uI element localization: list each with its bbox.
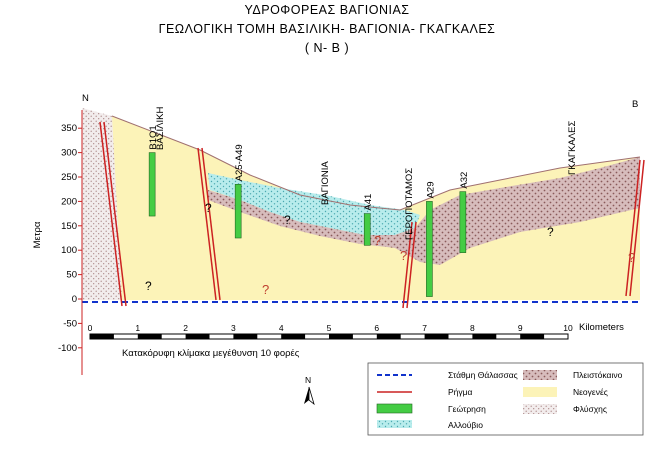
fault-line: [406, 221, 417, 309]
title-line-2: ΓΕΩΛΟΓΙΚΗ ΤΟΜΗ ΒΑΣΙΛΙΚΗ- ΒΑΓΙΟΝΙΑ- ΓΚΑΓΚ…: [159, 22, 496, 36]
fault-line: [103, 121, 127, 307]
fault-line: [99, 121, 123, 307]
legend-neogene-label: Νεογενές: [573, 387, 608, 397]
north-arrow-icon: [304, 387, 309, 404]
borehole-label: Β1Ο1: [148, 125, 159, 149]
scale-bar-segment: [472, 334, 497, 339]
faults: [99, 121, 645, 309]
y-tick-label: -100: [58, 343, 77, 354]
y-tick-label: 50: [66, 270, 77, 281]
y-tick-label: 350: [61, 123, 77, 134]
y-tick-label: -50: [63, 318, 77, 329]
legend-fault-label: Ρήγμα: [448, 387, 473, 397]
fault-line: [197, 147, 217, 301]
scale-bar-segment: [185, 334, 210, 339]
scale-tick-label: 0: [88, 323, 93, 333]
scale-tick-label: 3: [231, 323, 236, 333]
scale-bar-segment: [281, 334, 306, 339]
y-tick-label: 150: [61, 221, 77, 232]
legend-pleistocene-label: Πλειστόκαινο: [573, 370, 623, 380]
scale-tick-label: 1: [135, 323, 140, 333]
fault-line: [402, 221, 413, 309]
south-end-label: Β: [632, 99, 638, 110]
y-tick-label: 0: [72, 294, 77, 305]
title-line-3: ( Ν- Β ): [305, 41, 349, 55]
borehole-bar: [234, 184, 242, 239]
question-mark: ?: [262, 282, 269, 297]
scale-tick-label: 9: [518, 323, 523, 333]
scale-bar: 0 1 2 3 4 5 6 7 8 9 10: [88, 323, 573, 340]
borehole-bar: [426, 201, 433, 297]
scale-tick-label: 10: [563, 323, 573, 333]
place-label-geropotamos: ΓΕΡΟΠΟΤΑΜΟΣ: [404, 168, 415, 240]
scale-tick-label: 6: [374, 323, 379, 333]
place-label-vagionia: ΒΑΓΙΟΝΙΑ: [320, 161, 331, 205]
y-axis-ticks: 350 300 250 200 150 100 50 0 -50 -100: [58, 123, 82, 354]
north-arrow-label: N: [305, 375, 311, 385]
borehole-label: Α29: [425, 181, 436, 198]
place-label-gkagkales: ΓΚΑΓΚΑΛΕΣ: [567, 121, 578, 175]
legend-pleistocene-swatch: [523, 370, 557, 380]
question-mark: ?: [284, 213, 291, 227]
y-axis-label: Μετρα: [32, 221, 43, 248]
legend-borehole-label: Γεώτρηση: [448, 404, 486, 414]
fault-line: [625, 159, 641, 297]
scale-bar-segment: [376, 334, 401, 339]
legend-neogene-swatch: [523, 387, 557, 397]
borehole-bar: [148, 152, 156, 217]
y-tick-label: 300: [61, 148, 77, 159]
scale-unit-label: Kilometers: [579, 322, 624, 333]
question-mark: ?: [205, 201, 212, 215]
scale-tick-label: 4: [279, 323, 284, 333]
legend-box: [367, 362, 644, 436]
legend: Στάθμη Θάλασσας Ρήγμα Γεώτρηση Αλλούβιο …: [367, 362, 644, 436]
scale-tick-label: 8: [470, 323, 475, 333]
legend-flysch-swatch: [523, 404, 557, 414]
title-line-1: ΥΔΡΟΦΟΡΕΑΣ ΒΑΓΙΟΝΙΑΣ: [244, 3, 409, 17]
scale-bar-segment: [137, 334, 162, 339]
question-mark: ?: [547, 225, 554, 239]
ground-surface-line: [111, 115, 641, 211]
legend-sea-level-label: Στάθμη Θάλασσας: [448, 370, 518, 380]
borehole-label: Α25-Α49: [234, 144, 245, 181]
place-label-vasiliki: ΒΑΣΙΛΙΚΗ: [155, 106, 166, 150]
question-mark: ?: [628, 250, 635, 265]
fault-line: [201, 147, 221, 301]
scale-tick-label: 5: [327, 323, 332, 333]
question-mark: ?: [374, 233, 381, 248]
fault-line: [629, 159, 645, 297]
flysch-zone-north: [82, 108, 122, 300]
borehole-label: Α32: [459, 172, 470, 189]
scale-bar-segment: [329, 334, 353, 339]
legend-alluvium-swatch: [377, 420, 412, 428]
north-end-label: Ν: [82, 93, 89, 104]
borehole-label: Α41: [363, 194, 374, 211]
legend-borehole-swatch: [376, 403, 413, 414]
scale-bar-segment: [424, 334, 449, 339]
legend-flysch-label: Φλύσχης: [573, 404, 607, 414]
scale-bar-segment: [233, 334, 258, 339]
y-tick-label: 250: [61, 172, 77, 183]
pleistocene-layer: [208, 157, 640, 265]
borehole-bar: [459, 191, 467, 253]
scale-tick-label: 7: [422, 323, 427, 333]
y-tick-label: 100: [61, 245, 77, 256]
question-mark: ?: [400, 248, 407, 263]
scale-bar-segment: [520, 334, 545, 339]
north-arrow: N: [304, 375, 315, 406]
scale-tick-label: 2: [183, 323, 188, 333]
boreholes-group: Β1Ο1 Α25-Α49 Α41 Α29 Α32: [148, 125, 470, 297]
question-mark: ?: [145, 279, 152, 293]
vertical-scale-note: Κατακόρυφη κλίμακα μεγέθυνση 10 φορές: [122, 348, 300, 359]
scale-bar-segment: [90, 334, 114, 339]
legend-alluvium-label: Αλλούβιο: [448, 420, 483, 430]
borehole-bar: [363, 213, 371, 246]
y-tick-label: 200: [61, 196, 77, 207]
